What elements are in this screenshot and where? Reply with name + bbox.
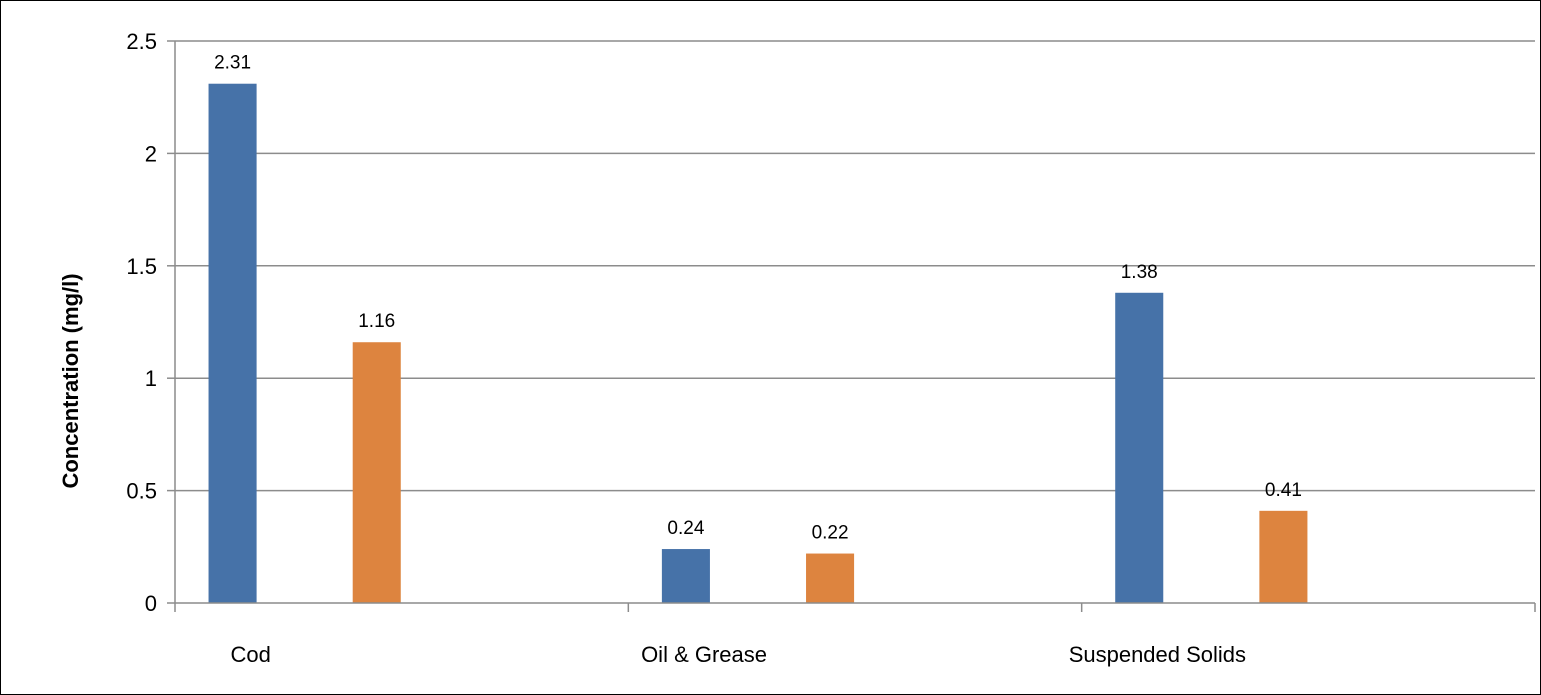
labels: 0 0.5 1 1.5 2 2.5 2.31 0.24 1.38 1.16 0.22 0.41 Cod O… bbox=[126, 29, 1301, 667]
data-label: 0.22 bbox=[812, 523, 849, 544]
y-tick-label: 1.5 bbox=[126, 254, 157, 279]
x-category-label: Cod bbox=[231, 642, 271, 667]
y-axis-title: Concentration (mg/l) bbox=[58, 273, 83, 488]
y-tick-label: 2.5 bbox=[126, 29, 157, 54]
data-label: 2.31 bbox=[214, 53, 251, 74]
bar-series1-2 bbox=[1115, 292, 1164, 603]
y-tick-label: 1 bbox=[145, 366, 157, 391]
y-tick-label: 0 bbox=[145, 591, 157, 616]
data-label: 0.41 bbox=[1265, 480, 1302, 501]
bars bbox=[208, 83, 1308, 604]
x-axis bbox=[167, 40, 1536, 612]
data-label: 0.24 bbox=[667, 518, 704, 539]
bar-series2-0 bbox=[352, 342, 401, 603]
y-tick-label: 0.5 bbox=[126, 479, 157, 504]
bar-series1-0 bbox=[208, 83, 257, 604]
bar-series2-1 bbox=[806, 553, 855, 603]
x-category-label: Oil & Grease bbox=[641, 642, 767, 667]
gridlines bbox=[175, 40, 1535, 492]
bar-series2-2 bbox=[1259, 510, 1308, 603]
bar-series1-1 bbox=[661, 549, 710, 603]
data-label: 1.38 bbox=[1121, 262, 1158, 283]
y-tick-label: 2 bbox=[145, 141, 157, 166]
data-label: 1.16 bbox=[358, 311, 395, 332]
x-category-label: Suspended Solids bbox=[1069, 642, 1246, 667]
